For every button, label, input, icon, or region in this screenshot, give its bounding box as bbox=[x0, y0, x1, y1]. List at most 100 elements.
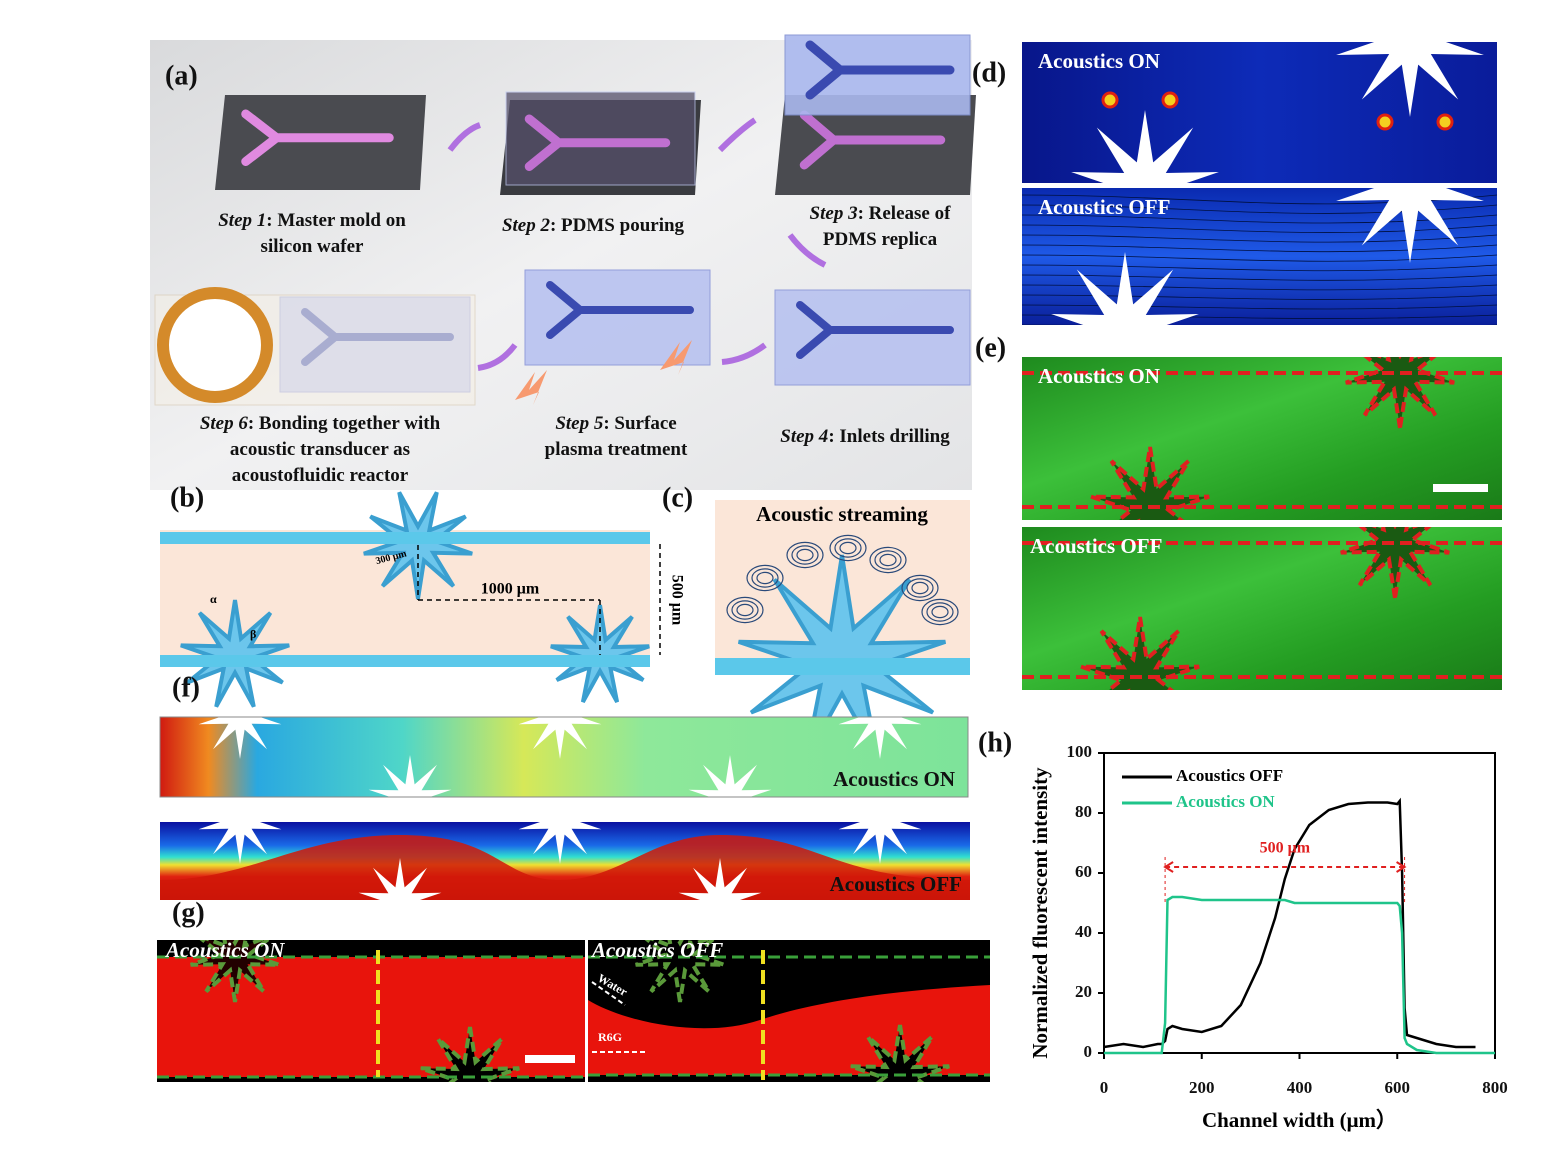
vortex-hotspot bbox=[1376, 113, 1394, 131]
plasma-bolt bbox=[515, 370, 547, 405]
step-text: : Inlets drilling bbox=[828, 426, 950, 447]
star-structure bbox=[198, 822, 282, 864]
image-background bbox=[1022, 527, 1502, 690]
step-text: : Master mold on bbox=[266, 210, 406, 231]
concentration-front bbox=[160, 835, 970, 900]
image-background bbox=[1022, 357, 1502, 520]
star-structure bbox=[1336, 188, 1484, 263]
wafer bbox=[215, 95, 426, 190]
wafer bbox=[775, 95, 976, 195]
process-arrow bbox=[787, 233, 827, 268]
step-caption: Step 4: Inlets drilling bbox=[780, 426, 950, 447]
channel-wall bbox=[160, 655, 650, 667]
channel bbox=[524, 114, 671, 171]
flow-arrow bbox=[591, 981, 645, 1053]
streaming-vortex bbox=[906, 578, 934, 598]
bottom-band bbox=[157, 1077, 585, 1082]
streamline bbox=[1022, 234, 1497, 243]
channel-wall bbox=[715, 658, 970, 675]
step-number: Step 1 bbox=[218, 210, 266, 231]
step-caption: Step 1: Master mold on bbox=[218, 210, 406, 231]
channel bbox=[805, 40, 955, 100]
overlay-label: Acoustics OFF bbox=[590, 938, 723, 962]
step-caption: acoustic transducer as bbox=[230, 439, 410, 460]
step-text: acoustofluidic reactor bbox=[232, 465, 409, 486]
panel-title: Acoustic streaming bbox=[756, 502, 928, 526]
star-structure bbox=[518, 822, 602, 864]
streaming-vortex bbox=[926, 602, 954, 622]
channel bbox=[546, 281, 694, 339]
plasma-bolt bbox=[660, 340, 692, 375]
process-arrow bbox=[477, 343, 518, 371]
star-structure bbox=[838, 717, 922, 759]
star-structure bbox=[737, 554, 947, 760]
x-tick-label: 400 bbox=[1287, 1078, 1313, 1097]
step-text: : Release of bbox=[858, 203, 952, 224]
scale-bar bbox=[525, 1055, 575, 1063]
flow-label: R6G bbox=[598, 1030, 622, 1044]
step-caption: silicon wafer bbox=[261, 236, 364, 257]
step-text: : Bonding together with bbox=[248, 413, 441, 434]
star-structure bbox=[1051, 252, 1199, 325]
step-text: : Surface bbox=[603, 413, 676, 434]
step-caption: acoustofluidic reactor bbox=[232, 465, 409, 486]
step-number: Step 2 bbox=[502, 215, 551, 236]
step-number: Step 6 bbox=[200, 413, 249, 434]
image-panel: Acoustics OFF bbox=[160, 822, 970, 900]
step-text: : PDMS pouring bbox=[550, 215, 685, 236]
dimension: 1000 μm bbox=[481, 581, 540, 598]
star-structure bbox=[1336, 42, 1484, 117]
star-structure bbox=[368, 755, 452, 797]
chart: 0 200 400 600 800 0 20 40 60 80 100 Channel width (… bbox=[1028, 742, 1508, 1132]
star-structure bbox=[635, 940, 725, 1003]
y-tick-label: 0 bbox=[1084, 1042, 1093, 1061]
star-structure bbox=[358, 858, 442, 900]
image-panel: Acoustics ON bbox=[157, 938, 585, 1082]
overlay-label: Acoustics ON bbox=[833, 767, 955, 791]
streamline bbox=[1022, 304, 1497, 310]
streaming-vortex bbox=[756, 571, 774, 585]
x-tick-label: 600 bbox=[1385, 1078, 1411, 1097]
legend-label: Acoustics OFF bbox=[1176, 766, 1283, 785]
streaming-vortex bbox=[839, 541, 857, 555]
step-number: Step 5 bbox=[555, 413, 604, 434]
star-structure bbox=[850, 1024, 950, 1082]
overlay-label: Acoustics ON bbox=[164, 938, 285, 962]
step-text: plasma treatment bbox=[545, 439, 688, 460]
overlay-label: Acoustics OFF bbox=[1038, 195, 1170, 219]
vortex-hotspot bbox=[1436, 113, 1454, 131]
y-tick-label: 100 bbox=[1067, 742, 1093, 761]
process-arrow bbox=[717, 117, 757, 153]
streamline bbox=[1022, 224, 1497, 233]
step-caption: PDMS replica bbox=[823, 229, 938, 250]
streaming-vortex bbox=[874, 550, 902, 570]
channel bbox=[799, 110, 946, 170]
labels: (a) (b) (c) (d) (e) (f) (g) (h) 300 μm α… bbox=[165, 57, 1012, 928]
streaming-vortex bbox=[786, 541, 824, 569]
star-structure bbox=[1090, 446, 1210, 520]
x-axis-title: Channel width (μm） bbox=[1202, 1108, 1397, 1132]
y-axis-title: Normalized fluorescent intensity bbox=[1028, 767, 1052, 1059]
streaming-vortex bbox=[911, 581, 929, 595]
streaming-vortex bbox=[791, 545, 819, 565]
star-structure bbox=[190, 940, 280, 1003]
streamline bbox=[1022, 214, 1497, 224]
streaming-vortex bbox=[736, 603, 754, 617]
x-tick-label: 200 bbox=[1189, 1078, 1215, 1097]
streamline bbox=[1022, 264, 1497, 272]
dimension-line bbox=[417, 544, 661, 655]
streaming-vortex bbox=[869, 546, 907, 574]
step-number: Step 4 bbox=[780, 426, 828, 447]
streamline bbox=[1022, 324, 1497, 325]
angle: β bbox=[250, 627, 256, 641]
dimension: 500 μm bbox=[668, 575, 685, 626]
panel-label: (a) bbox=[165, 60, 198, 91]
streaming-vortex bbox=[931, 605, 949, 619]
overlay-label: Acoustics ON bbox=[1038, 364, 1160, 388]
panel-label: (c) bbox=[662, 482, 693, 513]
step-caption: plasma treatment bbox=[545, 439, 688, 460]
image-panel: Acoustics OFF bbox=[1022, 188, 1497, 325]
arrow-head bbox=[1396, 861, 1407, 873]
streaming-vortex bbox=[829, 534, 867, 562]
